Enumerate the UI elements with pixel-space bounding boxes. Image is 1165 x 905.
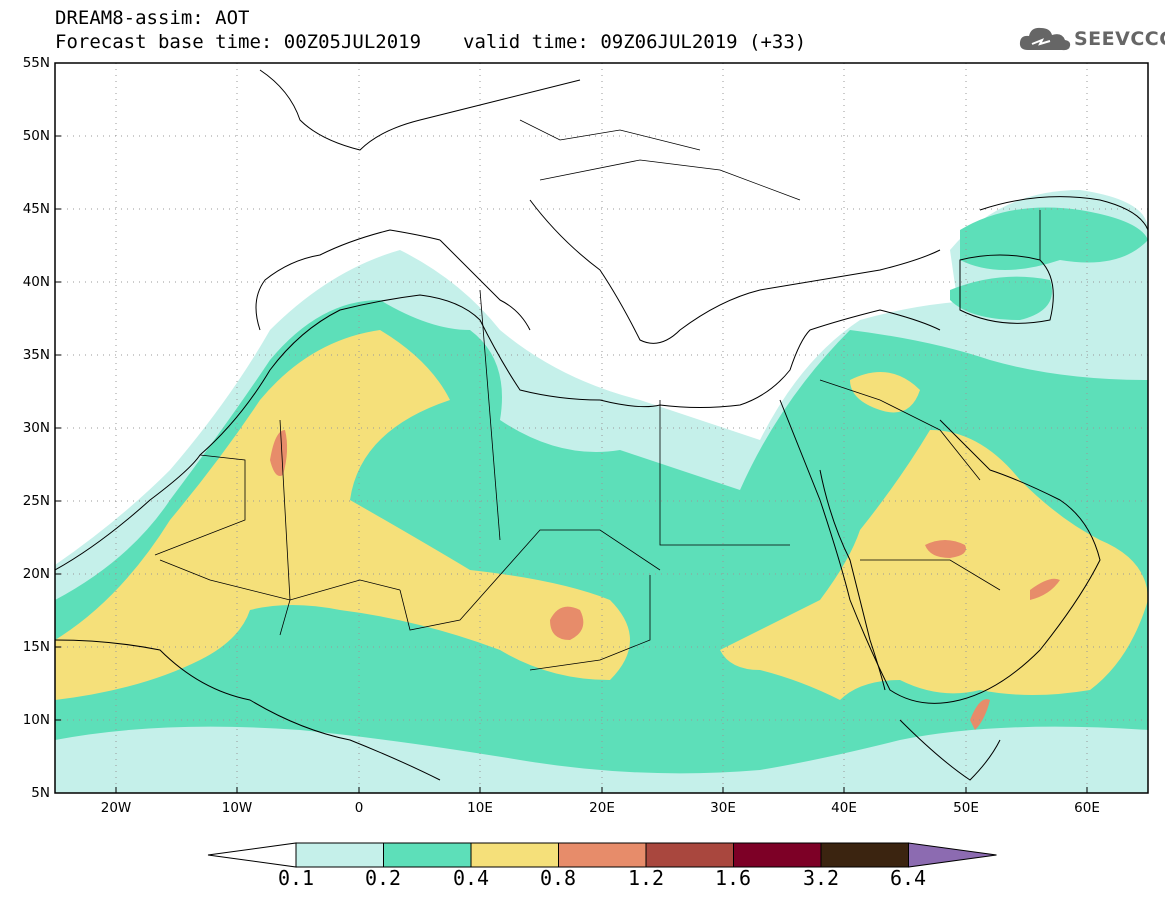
country-borders bbox=[154, 119, 1041, 671]
valid-time: valid time: 09Z06JUL2019 (+33) bbox=[463, 31, 807, 53]
axis-ticks bbox=[55, 62, 1088, 793]
colorbar-swatch bbox=[383, 842, 472, 868]
lat-label: 5N bbox=[31, 785, 50, 801]
lat-label: 45N bbox=[22, 201, 50, 217]
colorbar-label: 0.2 bbox=[364, 866, 402, 890]
lon-label: 20W bbox=[100, 800, 132, 816]
map-title: DREAM8-assim: AOT bbox=[55, 7, 250, 29]
colorbar-swatch bbox=[733, 842, 822, 868]
lon-label: 10W bbox=[221, 800, 253, 816]
lat-label: 15N bbox=[22, 639, 50, 655]
colorbar-swatch bbox=[645, 842, 734, 868]
lon-label: 20E bbox=[589, 800, 615, 816]
colorbar-label: 0.4 bbox=[452, 866, 490, 890]
colorbar-extend-high bbox=[908, 842, 997, 868]
lat-label: 10N bbox=[22, 712, 50, 728]
lon-label: 60E bbox=[1074, 800, 1100, 816]
colorbar-label: 1.6 bbox=[714, 866, 752, 890]
lon-label: 50E bbox=[953, 800, 979, 816]
seevccc-logo: SEEVCCC bbox=[1018, 24, 1165, 54]
colorbar-swatch bbox=[295, 842, 384, 868]
colorbar-label: 6.4 bbox=[889, 866, 927, 890]
map-gridlines bbox=[55, 63, 1148, 793]
colorbar-extend-low bbox=[207, 842, 297, 868]
colorbar-label: 0.1 bbox=[277, 866, 315, 890]
colorbar-swatch bbox=[558, 842, 647, 868]
coastlines bbox=[55, 69, 1148, 781]
colorbar-label: 0.8 bbox=[539, 866, 577, 890]
time-info: Forecast base time: 00Z05JUL2019 valid ti… bbox=[55, 31, 955, 53]
lat-label: 50N bbox=[22, 128, 50, 144]
lat-label: 30N bbox=[22, 420, 50, 436]
lat-label: 55N bbox=[22, 55, 50, 71]
colorbar-swatch bbox=[820, 842, 909, 868]
lat-label: 20N bbox=[22, 566, 50, 582]
colorbar-swatch bbox=[470, 842, 559, 868]
colorbar-label: 3.2 bbox=[802, 866, 840, 890]
lat-label: 25N bbox=[22, 493, 50, 509]
lon-label: 10E bbox=[467, 800, 493, 816]
lon-label: 40E bbox=[831, 800, 857, 816]
lat-label: 40N bbox=[22, 274, 50, 290]
lon-label: 30E bbox=[710, 800, 736, 816]
lat-label: 35N bbox=[22, 347, 50, 363]
forecast-base-time: Forecast base time: 00Z05JUL2019 bbox=[55, 31, 422, 53]
logo-text: SEEVCCC bbox=[1074, 28, 1165, 50]
colorbar-label: 1.2 bbox=[627, 866, 665, 890]
cloud-icon bbox=[1019, 27, 1071, 51]
lon-label: 0 bbox=[354, 800, 364, 816]
